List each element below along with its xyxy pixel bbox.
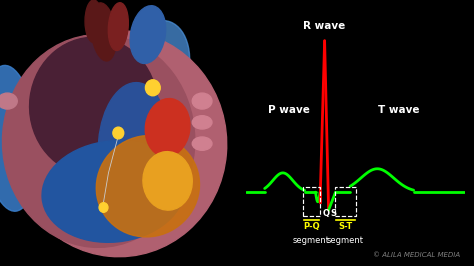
- Text: © ALILA MEDICAL MEDIA: © ALILA MEDICAL MEDIA: [373, 252, 460, 258]
- Ellipse shape: [42, 141, 185, 242]
- Ellipse shape: [145, 99, 190, 157]
- Ellipse shape: [91, 3, 116, 61]
- Ellipse shape: [108, 3, 128, 51]
- Ellipse shape: [29, 37, 158, 176]
- Text: segment: segment: [327, 236, 364, 245]
- Circle shape: [99, 203, 108, 212]
- Circle shape: [146, 80, 160, 96]
- Ellipse shape: [10, 31, 227, 257]
- Ellipse shape: [130, 6, 166, 64]
- Ellipse shape: [99, 83, 168, 205]
- Text: segment: segment: [293, 236, 330, 245]
- Bar: [335, 187, 356, 215]
- Bar: [303, 187, 320, 215]
- Ellipse shape: [85, 0, 102, 43]
- Text: P-Q: P-Q: [303, 222, 320, 231]
- Ellipse shape: [192, 93, 212, 109]
- Text: S: S: [330, 209, 337, 218]
- Ellipse shape: [143, 152, 192, 210]
- Ellipse shape: [116, 20, 190, 128]
- Text: Q: Q: [322, 209, 329, 218]
- Ellipse shape: [0, 65, 37, 211]
- Text: S-T: S-T: [338, 222, 352, 231]
- Text: R wave: R wave: [303, 21, 346, 31]
- Ellipse shape: [2, 35, 195, 247]
- Text: T wave: T wave: [378, 105, 419, 115]
- Circle shape: [113, 127, 124, 139]
- Ellipse shape: [192, 116, 212, 129]
- Ellipse shape: [0, 93, 17, 109]
- Text: P wave: P wave: [268, 105, 310, 115]
- Ellipse shape: [192, 137, 212, 150]
- Ellipse shape: [96, 135, 200, 237]
